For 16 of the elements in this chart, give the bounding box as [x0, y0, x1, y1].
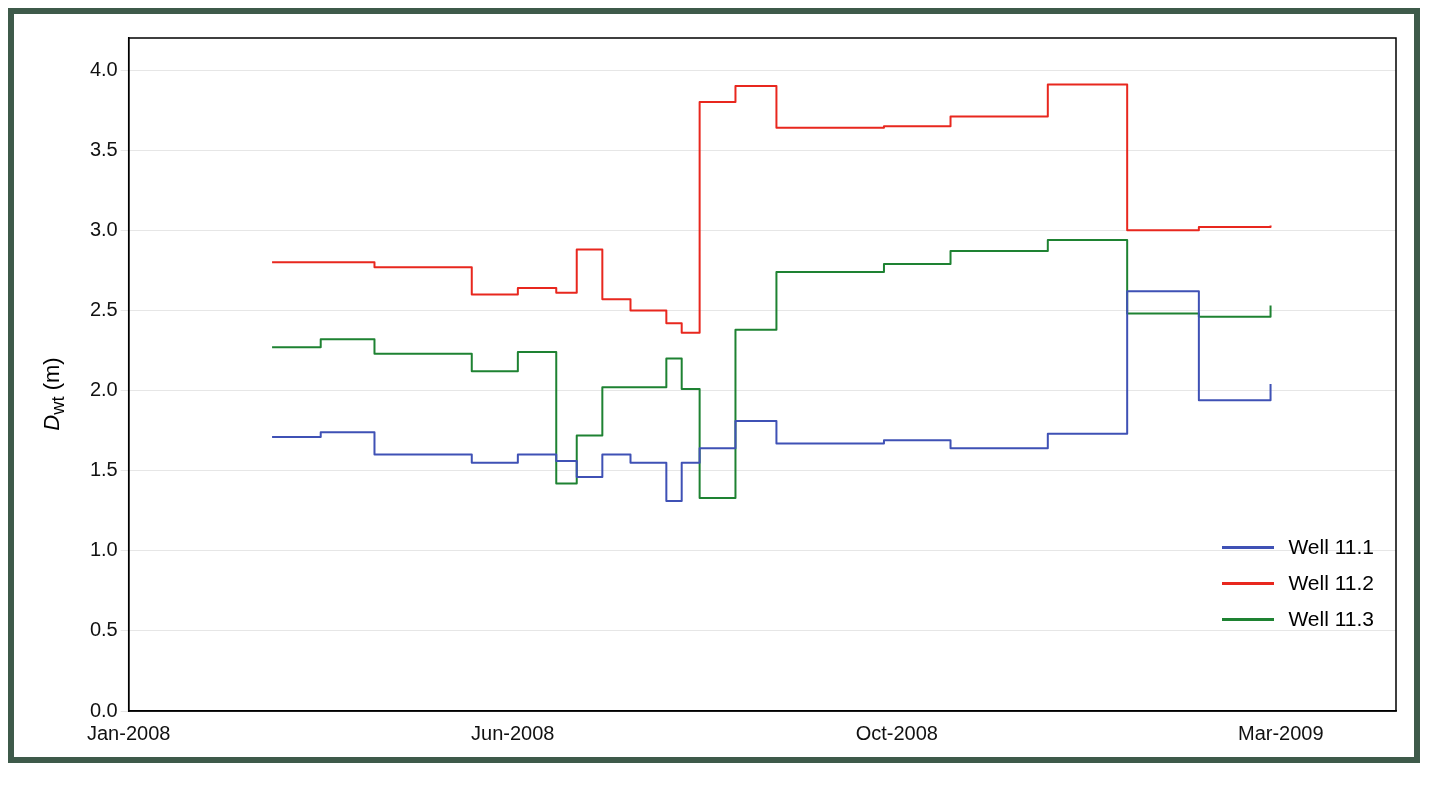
x-tick-label: Oct-2008: [855, 721, 938, 744]
legend-label: Well 11.2: [1288, 570, 1374, 596]
y-tick-label: 0.5: [89, 618, 118, 641]
y-tick-label: 4.0: [89, 57, 118, 80]
legend-label: Well 11.3: [1288, 606, 1374, 632]
y-tick-label: 2.0: [89, 378, 118, 401]
legend-label: Well 11.1: [1288, 534, 1374, 560]
y-tick-label: 3.5: [89, 137, 118, 160]
x-tick-label: Jan-2008: [87, 721, 171, 744]
x-tick-label: Mar-2009: [1237, 721, 1324, 744]
x-tick-label: Jun-2008: [471, 721, 555, 744]
y-tick-label: 1.0: [89, 538, 118, 561]
y-tick-label: 2.5: [89, 297, 118, 320]
y-tick-label: 1.5: [89, 458, 118, 481]
y-tick-label: 3.0: [89, 217, 118, 240]
y-tick-label: 0.0: [89, 698, 118, 721]
